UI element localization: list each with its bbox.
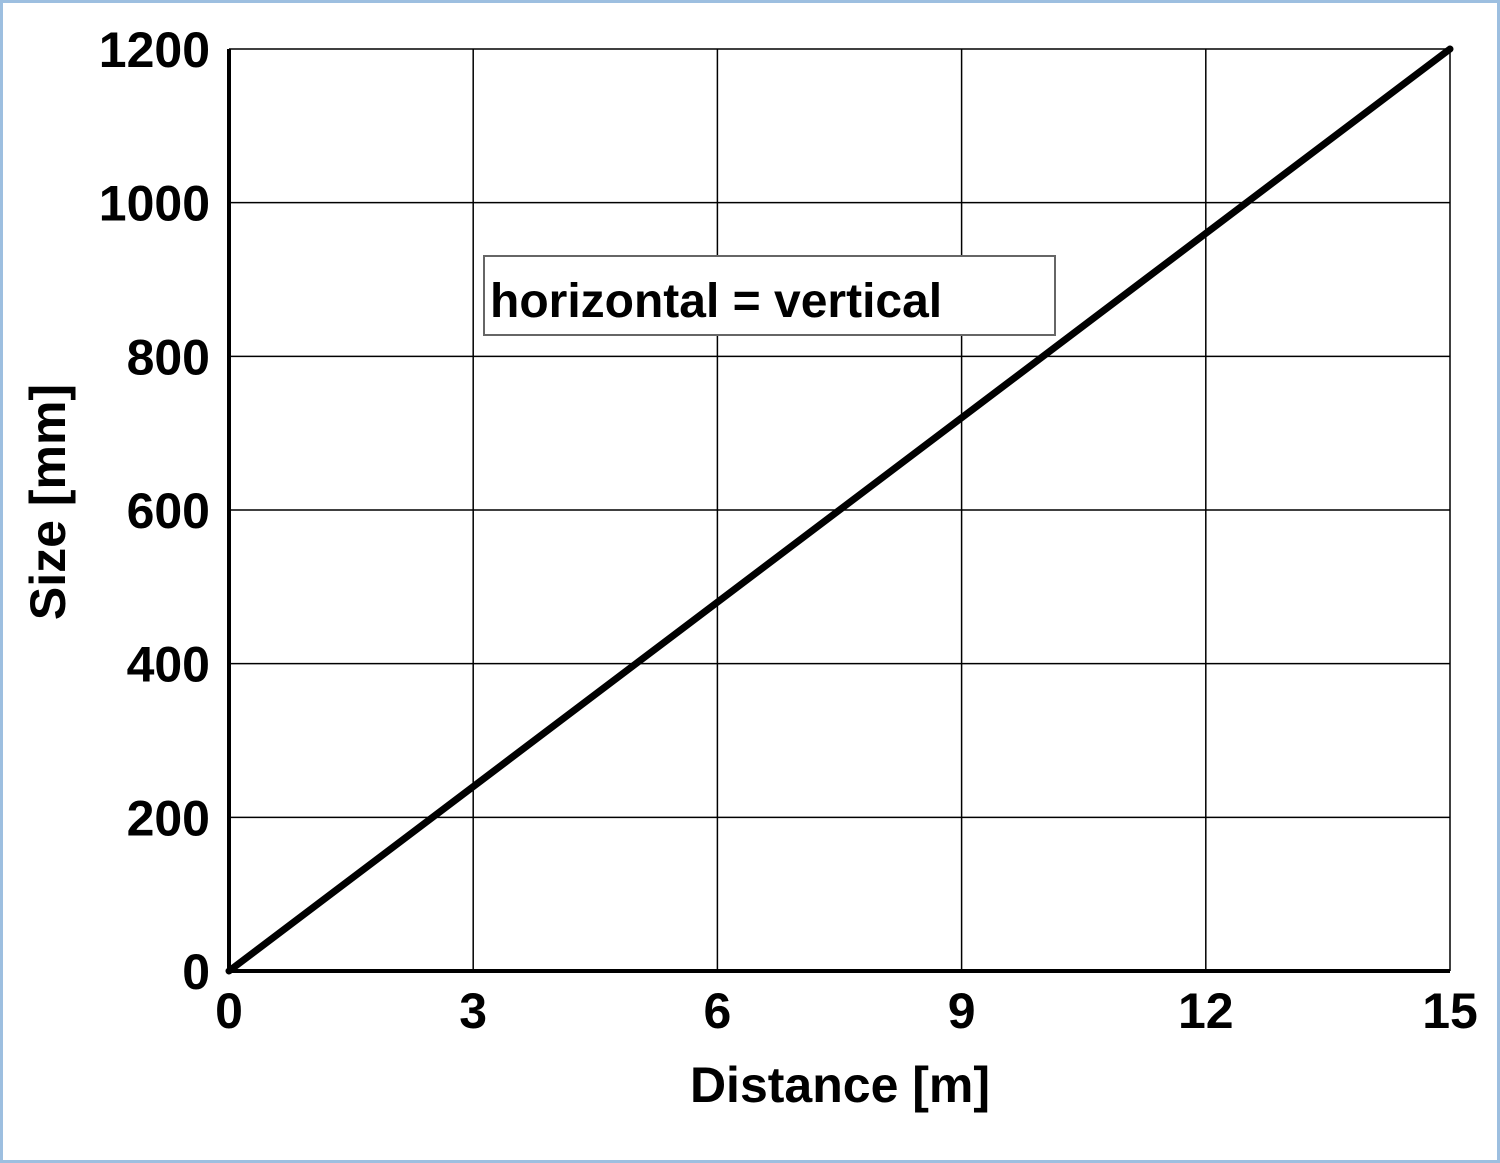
y-tick-label: 1000 [99,176,210,232]
x-tick-labels: 0 3 6 9 12 15 [215,983,1478,1039]
x-tick-label: 0 [215,983,243,1039]
annotation-border [483,255,1056,336]
x-tick-label: 6 [703,983,731,1039]
series-layer [225,45,1454,975]
annotation-text: horizontal = vertical [490,275,942,328]
x-tick-label: 15 [1422,983,1478,1039]
y-tick-label: 200 [127,790,210,846]
x-tick-label: 12 [1178,983,1234,1039]
y-tick-label: 1200 [99,22,210,78]
y-tick-label: 400 [127,637,210,693]
y-tick-label: 600 [127,483,210,539]
axes [227,49,1450,973]
x-tick-label: 3 [459,983,487,1039]
grid [229,48,1451,971]
y-tick-label: 0 [182,944,210,1000]
x-tick-label: 9 [948,983,976,1039]
series-line [225,45,1454,975]
y-axis-label: Size [mm] [20,384,76,620]
y-tick-label: 800 [127,329,210,385]
annotation-box: horizontal = vertical [483,255,1056,336]
x-axis-label: Distance [m] [690,1057,990,1113]
y-tick-labels: 0 200 400 600 800 1000 1200 [99,22,210,1000]
